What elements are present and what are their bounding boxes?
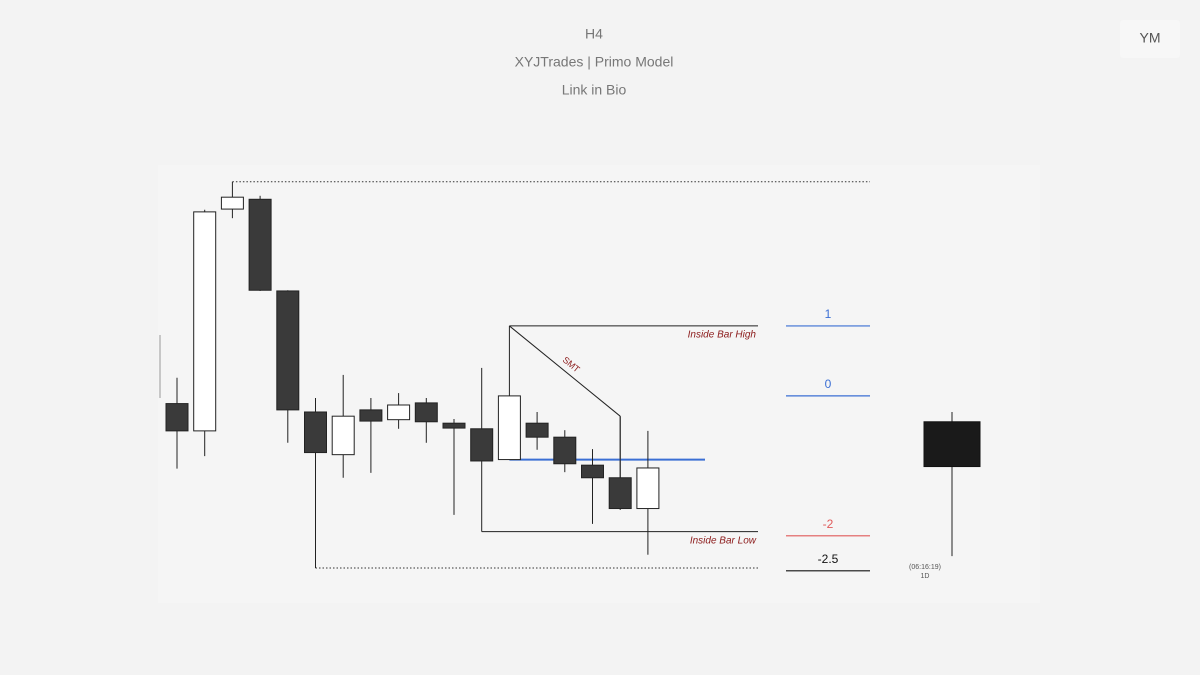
fib-label: -2.5 (818, 552, 839, 566)
symbol[interactable]: YM (1140, 30, 1161, 46)
candle-body (331, 415, 355, 456)
candle-body (636, 467, 660, 510)
candle-body (304, 411, 327, 454)
candle-body (525, 422, 549, 438)
candle-body (470, 428, 494, 462)
candle-body (359, 409, 383, 422)
candle-body (387, 404, 411, 421)
htf-timeframe: 1D (921, 573, 930, 580)
candle-body (553, 436, 577, 465)
fib-label: -2 (823, 517, 834, 531)
candle-body (581, 464, 604, 479)
candle-body (248, 198, 272, 291)
symbol-box[interactable] (1120, 20, 1180, 58)
candle-body (193, 211, 217, 432)
candle-body (414, 402, 438, 423)
candle-body (165, 403, 189, 432)
chart-title: H4 (585, 26, 603, 42)
subtitle: XYJTrades | Primo Model (515, 54, 674, 70)
htf-timer: (06:16:19) (909, 564, 941, 571)
htf-body (923, 421, 981, 468)
candle-body (608, 477, 632, 510)
annotation: Inside Bar Low (690, 535, 757, 546)
candle-body (497, 395, 521, 461)
annotation: Inside Bar High (688, 330, 757, 341)
chart-panel (158, 165, 1040, 603)
candle-body (220, 196, 244, 210)
fib-label: 0 (825, 377, 832, 391)
fib-label: 1 (825, 307, 832, 321)
candle-body (276, 290, 300, 411)
caption: Link in Bio (562, 82, 627, 98)
smt-line (509, 325, 621, 417)
candle-body (442, 422, 466, 429)
